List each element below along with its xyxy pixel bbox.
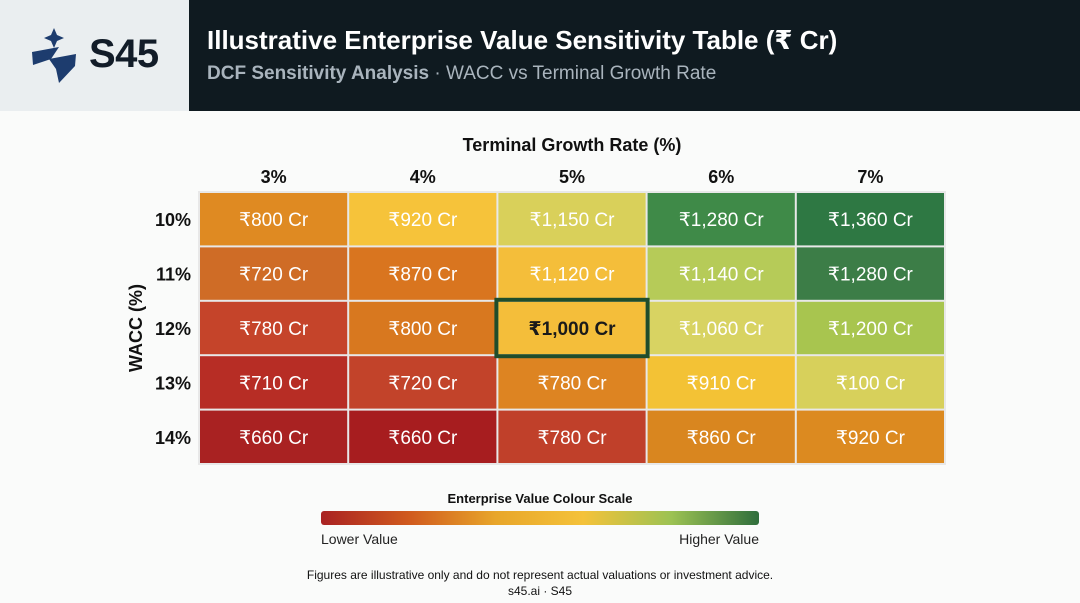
x-axis-title: Terminal Growth Rate (%): [463, 135, 682, 155]
x-tick-label: 4%: [410, 167, 436, 187]
heatmap-cell: [647, 193, 795, 246]
y-axis-title: WACC (%): [126, 284, 146, 372]
site-credit: s45.ai · S45: [507, 584, 573, 598]
base-case-highlight: [494, 297, 650, 359]
heatmap-cell: [498, 410, 646, 463]
heatmap-cell: [647, 410, 795, 463]
heatmap-cell: [349, 247, 497, 300]
disclaimer-text: Figures are illustrative only and do not…: [306, 568, 774, 582]
heatmap-cell: [349, 301, 497, 355]
colorscale-title: Enterprise Value Colour Scale: [448, 491, 633, 506]
colorscale-low-label: Lower Value: [321, 531, 398, 547]
y-tick-label: 13%: [155, 373, 191, 393]
heatmap-cell: [498, 193, 646, 246]
logo-box: S45: [0, 0, 189, 111]
heatmap-cell: [647, 356, 795, 409]
cell-value: ₹710 Cr: [239, 373, 309, 394]
y-tick-label: 10%: [155, 210, 191, 230]
heatmap-cell: [349, 356, 497, 409]
base-case-value: ₹1,000 Cr: [528, 319, 616, 340]
cell-value: ₹920 Cr: [388, 210, 458, 231]
brand-name: S45: [89, 32, 159, 76]
colorscale-bar: [321, 511, 759, 525]
heatmap-cell: [498, 301, 646, 355]
cell-value: ₹660 Cr: [239, 428, 309, 449]
cell-value: ₹780 Cr: [537, 428, 607, 449]
cell-value: ₹920 Cr: [836, 428, 906, 449]
cell-value: ₹780 Cr: [537, 373, 607, 394]
heatmap-cell: [796, 410, 944, 463]
cell-value: ₹800 Cr: [239, 210, 309, 231]
cell-value: ₹1,360 Cr: [828, 210, 914, 231]
page-subtitle: DCF Sensitivity Analysis · WACC vs Termi…: [207, 63, 716, 85]
cell-value: ₹720 Cr: [388, 373, 458, 394]
x-tick-label: 6%: [708, 167, 734, 187]
s45-logo-icon: [32, 28, 76, 83]
sensitivity-heatmap: Terminal Growth Rate (%) 3% 4% 5% 6% 7% WACC (…: [126, 135, 946, 547]
y-tick-label: 12%: [155, 319, 191, 339]
cell-value: ₹100 Cr: [836, 373, 906, 394]
title-box: Illustrative Enterprise Value Sensitivit…: [189, 0, 1080, 111]
heatmap-cell: [200, 193, 348, 246]
heatmap-cell: [796, 356, 944, 409]
heatmap-cell: [349, 410, 497, 463]
cell-value: ₹720 Cr: [239, 265, 309, 286]
cell-value: ₹870 Cr: [388, 265, 458, 286]
heatmap-cell: [200, 356, 348, 409]
cell-value: ₹780 Cr: [239, 319, 309, 340]
colorscale-high-label: Higher Value: [679, 531, 759, 547]
cell-value: ₹1,150 Cr: [530, 210, 616, 231]
cell-value: ₹1,060 Cr: [679, 319, 765, 340]
heatmap-cell: [200, 410, 348, 463]
heatmap-cell: [498, 356, 646, 409]
cell-value: ₹660 Cr: [388, 428, 458, 449]
subtitle-rest: · WACC vs Terminal Growth Rate: [429, 63, 717, 84]
header: S45 Illustrative Enterprise Value Sensit…: [0, 0, 1080, 111]
cell-value: ₹800 Cr: [388, 319, 458, 340]
cell-value: ₹910 Cr: [687, 373, 757, 394]
heatmap-cell: [498, 247, 646, 300]
cell-value: ₹1,200 Cr: [828, 319, 914, 340]
heatmap-cell: [200, 247, 348, 300]
heatmap-cell: [349, 193, 497, 246]
x-tick-label: 5%: [559, 167, 585, 187]
x-tick-label: 3%: [261, 167, 287, 187]
cell-value: ₹1,280 Cr: [679, 210, 765, 231]
heatmap-cell: [796, 193, 944, 246]
cell-value: ₹860 Cr: [687, 428, 757, 449]
y-tick-label: 14%: [155, 428, 191, 448]
cell-value: ₹1,120 Cr: [530, 265, 616, 286]
heatmap-cell: [200, 301, 348, 355]
x-tick-label: 7%: [857, 167, 883, 187]
heatmap-cell: [796, 301, 944, 355]
cell-value: ₹1,140 Cr: [679, 265, 765, 286]
heatmap-cell: [647, 301, 795, 355]
cell-value: ₹1,280 Cr: [828, 265, 914, 286]
page-title: Illustrative Enterprise Value Sensitivit…: [207, 25, 838, 55]
heatmap-cell: [647, 247, 795, 300]
subtitle-bold: DCF Sensitivity Analysis: [207, 63, 430, 84]
y-tick-label: 11%: [156, 265, 191, 285]
heatmap-cell: [796, 247, 944, 300]
